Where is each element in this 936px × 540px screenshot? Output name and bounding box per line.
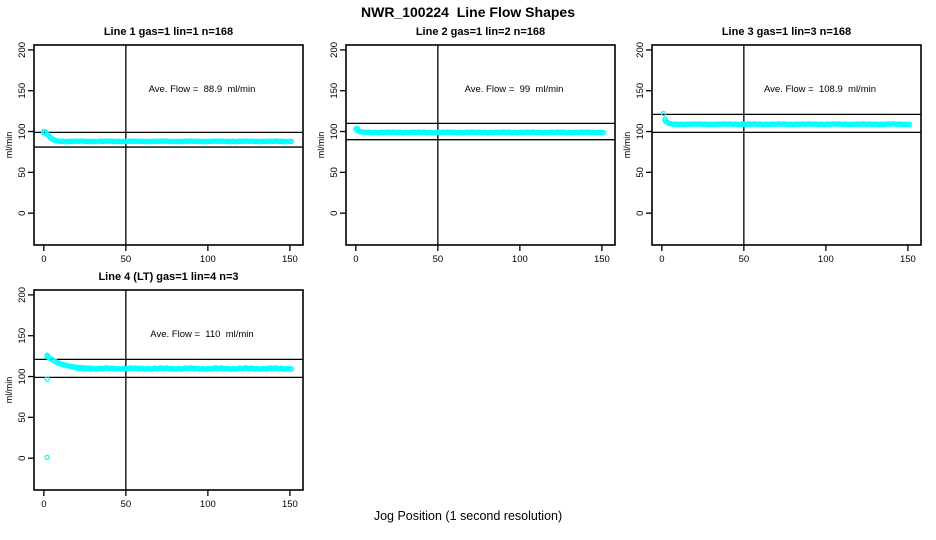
x-tick-label: 150 xyxy=(282,499,298,510)
y-tick-label: 100 xyxy=(635,124,646,140)
y-tick-label: 150 xyxy=(17,328,28,344)
x-tick-label: 50 xyxy=(121,499,132,510)
y-tick-label: 200 xyxy=(635,42,646,58)
x-axis-label: Jog Position (1 second resolution) xyxy=(373,509,563,523)
ave-flow-annotation: Ave. Flow = 88.9 ml/min xyxy=(148,84,256,95)
x-tick-label: 0 xyxy=(41,499,46,510)
panel-line-2: Line 2 gas=1 lin=2 n=168 ml/min 0 50 100 15… xyxy=(312,20,625,270)
y-tick-label: 150 xyxy=(329,83,340,99)
x-tick-label: 0 xyxy=(659,254,664,265)
x-tick-label: 100 xyxy=(200,499,216,510)
plot-canvas: 0 50 100 150 200 0 50 100 150 xyxy=(17,42,304,265)
x-tick-label: 100 xyxy=(818,254,834,265)
x-tick-label: 50 xyxy=(121,254,132,265)
y-tick-label: 50 xyxy=(635,167,646,178)
x-tick-label: 150 xyxy=(900,254,916,265)
y-tick-label: 200 xyxy=(329,42,340,58)
axes: 0 50 100 150 200 0 50 100 150 xyxy=(17,287,304,510)
data-points-layer xyxy=(41,128,295,145)
y-tick-label: 100 xyxy=(17,369,28,385)
panel-title: Line 3 gas=1 lin=3 n=168 xyxy=(721,26,852,38)
axes: 0 50 100 150 200 0 50 100 150 xyxy=(635,42,922,265)
panel-line-4: Line 4 (LT) gas=1 lin=4 n=3 ml/min 0 50 10… xyxy=(0,265,313,515)
y-tick-label: 50 xyxy=(17,167,28,178)
plot-canvas: 0 50 100 150 200 0 50 100 150 xyxy=(329,42,616,265)
y-tick-label: 0 xyxy=(329,211,340,216)
y-tick-label: 150 xyxy=(635,83,646,99)
x-tick-label: 150 xyxy=(282,254,298,265)
y-tick-label: 200 xyxy=(17,287,28,303)
x-tick-label: 150 xyxy=(594,254,610,265)
panel-line-3: Line 3 gas=1 lin=3 n=168 ml/min 0 50 100 15… xyxy=(618,20,931,270)
y-tick-label: 0 xyxy=(635,211,646,216)
axes: 0 50 100 150 200 0 50 100 150 xyxy=(17,42,304,265)
x-tick-label: 50 xyxy=(739,254,750,265)
y-tick-label: 0 xyxy=(17,211,28,216)
data-points-layer xyxy=(660,110,913,128)
panel-title: Line 4 (LT) gas=1 lin=4 n=3 xyxy=(98,271,239,283)
y-tick-label: 100 xyxy=(17,124,28,140)
panel-line-1: Line 1 gas=1 lin=1 n=168 ml/min 0 50 100 15… xyxy=(0,20,313,270)
y-tick-label: 100 xyxy=(329,124,340,140)
y-tick-label: 50 xyxy=(17,412,28,423)
data-points-layer xyxy=(353,125,607,136)
x-tick-label: 100 xyxy=(512,254,528,265)
x-tick-label: 100 xyxy=(200,254,216,265)
reference-lines xyxy=(34,45,303,245)
reference-lines xyxy=(346,45,615,245)
y-tick-label: 0 xyxy=(17,456,28,461)
reference-lines xyxy=(34,290,303,490)
ave-flow-annotation: Ave. Flow = 110 ml/min xyxy=(150,329,254,340)
x-tick-label: 0 xyxy=(41,254,46,265)
y-tick-label: 50 xyxy=(329,167,340,178)
x-tick-label: 50 xyxy=(433,254,444,265)
reference-lines xyxy=(652,45,921,245)
ave-flow-annotation: Ave. Flow = 99 ml/min xyxy=(464,84,564,95)
x-tick-label: 0 xyxy=(353,254,358,265)
figure-title: NWR_100224 Line Flow Shapes xyxy=(361,4,575,20)
panel-title: Line 1 gas=1 lin=1 n=168 xyxy=(103,26,234,38)
y-tick-label: 200 xyxy=(17,42,28,58)
plot-canvas: 0 50 100 150 200 0 50 100 150 xyxy=(635,42,922,265)
data-points-layer xyxy=(44,352,295,461)
plot-canvas: 0 50 100 150 200 0 50 100 150 xyxy=(17,287,304,510)
axes: 0 50 100 150 200 0 50 100 150 xyxy=(329,42,616,265)
panel-title: Line 2 gas=1 lin=2 n=168 xyxy=(415,26,546,38)
ave-flow-annotation: Ave. Flow = 108.9 ml/min xyxy=(763,84,877,95)
y-tick-label: 150 xyxy=(17,83,28,99)
